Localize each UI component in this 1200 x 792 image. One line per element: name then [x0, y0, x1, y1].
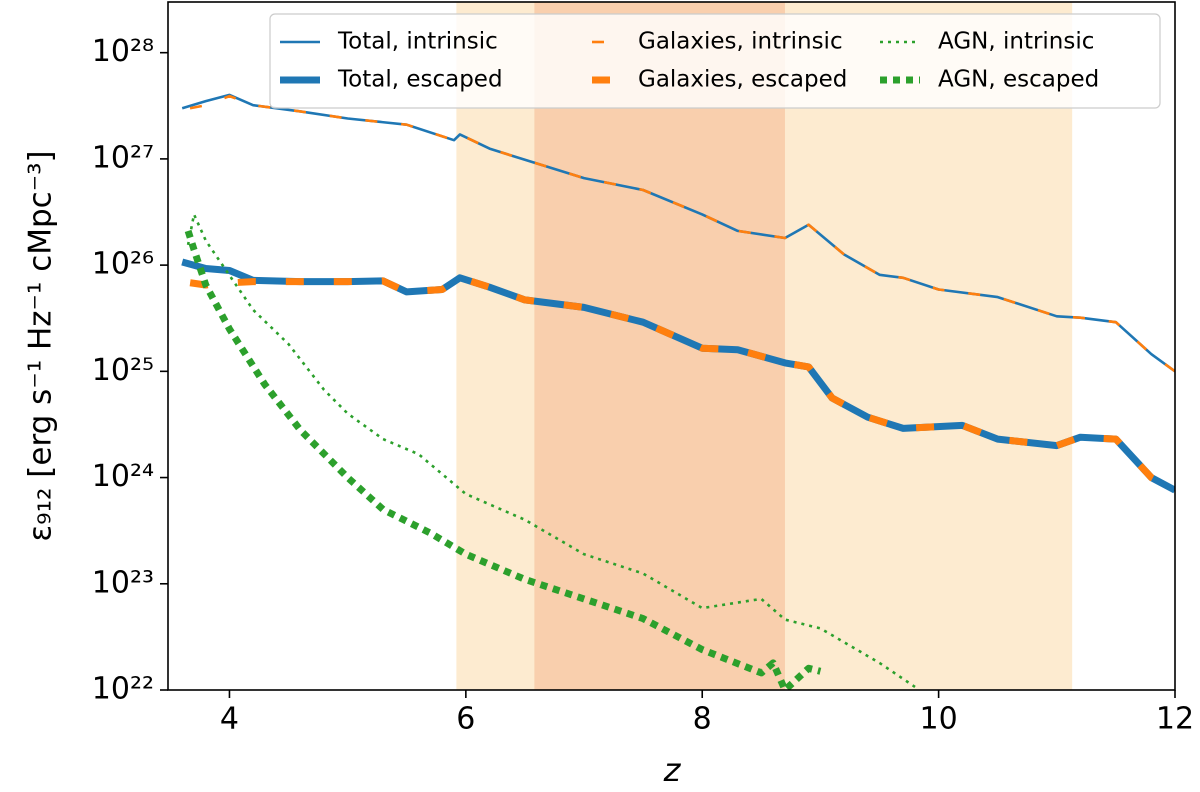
- legend-label: AGN, escaped: [938, 67, 1099, 93]
- y-tick-label: 10²²: [92, 672, 154, 707]
- x-tick-label: 6: [456, 702, 475, 737]
- y-tick-label: 10²³: [92, 565, 154, 600]
- series-line: [181, 93, 1175, 373]
- y-axis-label: ε₉₁₂ [erg s⁻¹ Hz⁻¹ cMpc⁻³]: [23, 150, 59, 541]
- x-tick-label: 10: [920, 702, 958, 737]
- y-tick-label: 10²⁵: [92, 353, 154, 388]
- legend-frame: [269, 13, 1161, 109]
- legend: Total, intrinsic Total, escaped Galaxies, …: [269, 13, 1161, 109]
- y-tick-label: 10²⁸: [92, 34, 154, 69]
- axes: 4 6 8 10 12 10²² 10²³ 10²⁴ 10²⁵ 10²⁶ 10²⁷ 10²⁸ Total…: [92, 1, 1194, 737]
- plot-frame: [167, 1, 1176, 691]
- y-tick-label: 10²⁴: [92, 459, 154, 494]
- y-tick-label: 10²⁶: [92, 247, 154, 282]
- shaded-region: [534, 2, 785, 690]
- legend-label: Galaxies, escaped: [638, 67, 847, 93]
- legend-label: Total, intrinsic: [337, 29, 498, 55]
- x-tick-label: 4: [220, 702, 239, 737]
- legend-label: AGN, intrinsic: [938, 29, 1094, 55]
- plot-lines: [181, 93, 1175, 690]
- y-tick-label: 10²⁷: [92, 140, 154, 175]
- plot-background: [456, 2, 1073, 690]
- series-line: [181, 274, 1175, 494]
- x-tick-label: 12: [1156, 702, 1194, 737]
- series-line: [184, 229, 822, 690]
- legend-label: Total, escaped: [337, 67, 503, 93]
- x-tick-label: 8: [693, 702, 712, 737]
- x-axis-label: z: [663, 751, 682, 789]
- series-line: [186, 213, 916, 688]
- legend-label: Galaxies, intrinsic: [638, 29, 843, 55]
